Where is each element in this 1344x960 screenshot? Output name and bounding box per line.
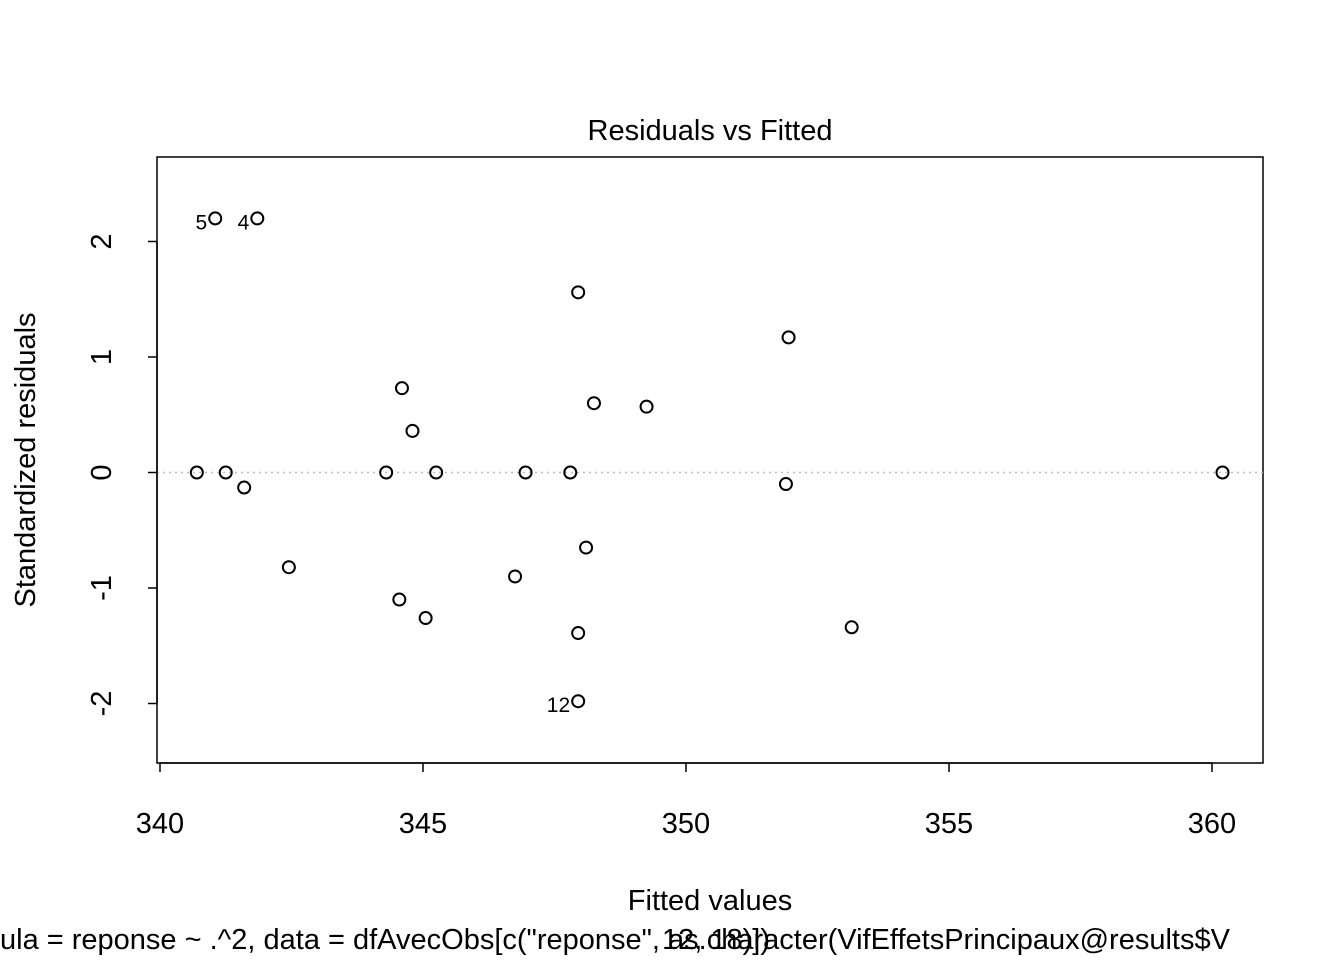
y-tick-label: 2 bbox=[86, 233, 118, 249]
data-point bbox=[639, 399, 654, 414]
chart-title: Residuals vs Fitted bbox=[588, 115, 833, 147]
data-point bbox=[571, 626, 586, 641]
data-point bbox=[1215, 465, 1230, 480]
y-tick-label: 1 bbox=[86, 349, 118, 365]
x-tick-label: 360 bbox=[1188, 808, 1236, 840]
point-labels: 5 4 12 bbox=[196, 211, 571, 717]
x-axis-label: Fitted values bbox=[628, 885, 792, 917]
data-point bbox=[208, 211, 223, 226]
data-point bbox=[586, 396, 601, 411]
data-point bbox=[392, 592, 407, 607]
data-point bbox=[405, 423, 420, 438]
y-axis: -2 -1 0 1 2 bbox=[86, 233, 158, 717]
y-tick-label: 0 bbox=[86, 464, 118, 480]
data-point bbox=[778, 477, 793, 492]
data-point bbox=[429, 465, 444, 480]
data-point bbox=[218, 465, 233, 480]
point-label: 5 bbox=[196, 211, 208, 234]
y-axis-label: Standardized residuals bbox=[10, 312, 42, 607]
data-point bbox=[579, 540, 594, 555]
data-point bbox=[571, 694, 586, 709]
data-point bbox=[844, 620, 859, 635]
x-tick-label: 345 bbox=[399, 808, 447, 840]
data-point bbox=[508, 569, 523, 584]
data-point bbox=[394, 381, 409, 396]
y-tick-label: -1 bbox=[86, 575, 118, 601]
data-point bbox=[281, 560, 296, 575]
x-axis: 340 345 350 355 360 bbox=[136, 762, 1236, 840]
y-tick-label: -2 bbox=[86, 691, 118, 717]
point-label: 12 bbox=[547, 694, 570, 717]
x-tick-label: 340 bbox=[136, 808, 184, 840]
data-point bbox=[189, 465, 204, 480]
data-point bbox=[518, 465, 533, 480]
data-point bbox=[563, 465, 578, 480]
point-label: 4 bbox=[238, 211, 250, 234]
data-point bbox=[418, 611, 433, 626]
data-point bbox=[237, 480, 252, 495]
data-point bbox=[379, 465, 394, 480]
data-points bbox=[189, 211, 1230, 709]
data-point bbox=[781, 330, 796, 345]
model-formula-overlay: 12, 18)]) bbox=[662, 924, 770, 956]
model-formula-caption: ula = reponse ~ .^2, data = dfAvecObs[c(… bbox=[0, 924, 1231, 956]
data-point bbox=[571, 285, 586, 300]
x-tick-label: 350 bbox=[662, 808, 710, 840]
data-point bbox=[250, 211, 265, 226]
plot-frame bbox=[156, 156, 1264, 764]
x-tick-label: 355 bbox=[925, 808, 973, 840]
